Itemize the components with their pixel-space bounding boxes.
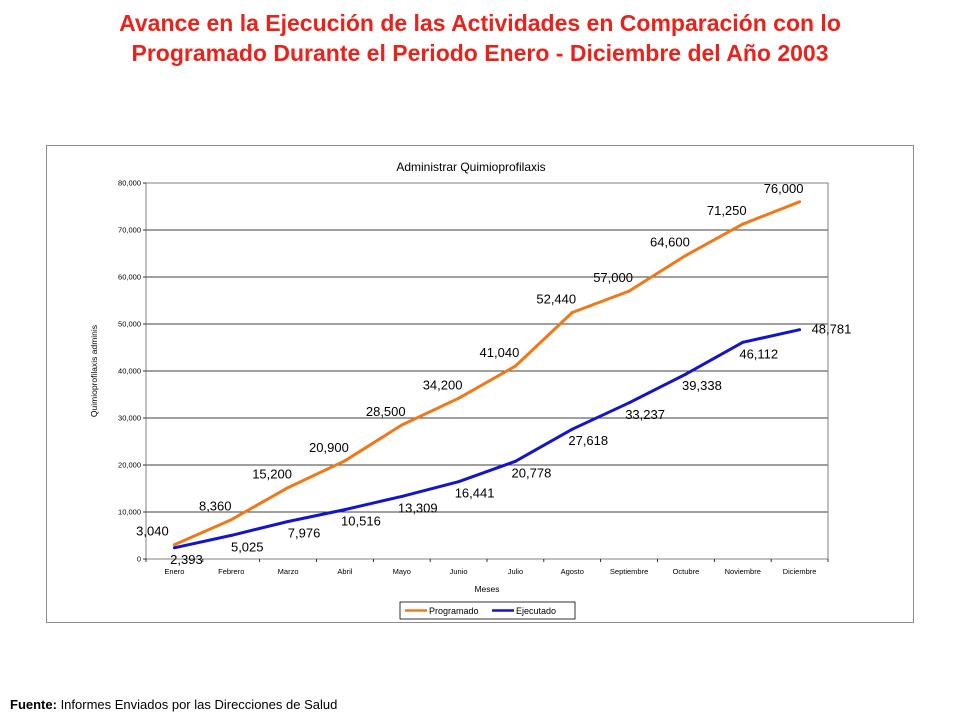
data-point-ejecutado: [798, 328, 802, 332]
data-point-programado: [400, 423, 404, 427]
data-point-programado: [286, 486, 290, 490]
y-tick-label: 10,000: [118, 508, 141, 517]
data-point-programado: [513, 364, 517, 368]
data-label-programado: 71,250: [707, 203, 747, 218]
data-point-programado: [627, 289, 631, 293]
y-tick-label: 30,000: [118, 414, 141, 423]
data-label-programado: 20,900: [309, 440, 349, 455]
series-lines: [172, 200, 802, 550]
x-tick-label: Enero: [164, 567, 184, 576]
data-point-ejecutado: [286, 520, 290, 524]
data-label-ejecutado: 39,338: [682, 378, 722, 393]
data-label-ejecutado: 13,309: [398, 500, 438, 515]
x-tick-label: Noviembre: [725, 567, 761, 576]
data-label-ejecutado: 2,393: [170, 552, 203, 567]
data-label-programado: 76,000: [764, 181, 804, 196]
data-label-ejecutado: 20,778: [512, 465, 552, 480]
data-label-programado: 57,000: [593, 270, 633, 285]
data-label-programado: 52,440: [536, 292, 576, 307]
data-label-ejecutado: 46,112: [739, 346, 778, 361]
chart-title: Administrar Quimioprofilaxis: [396, 160, 545, 174]
data-point-ejecutado: [229, 533, 233, 537]
data-point-programado: [798, 200, 802, 204]
gridlines: [146, 229, 828, 513]
data-point-programado: [229, 518, 233, 522]
data-label-programado: 8,360: [199, 499, 232, 514]
data-point-ejecutado: [513, 459, 517, 463]
x-tick-label: Abril: [337, 567, 352, 576]
y-tick-label: 20,000: [118, 461, 141, 470]
x-tick-label: Septiembre: [610, 567, 648, 576]
x-axis-title: Meses: [474, 584, 499, 594]
legend-label-programado: Programado: [429, 606, 479, 616]
data-point-programado: [741, 222, 745, 226]
data-label-programado: 15,200: [252, 467, 292, 482]
data-point-programado: [343, 459, 347, 463]
data-point-programado: [172, 543, 176, 547]
data-point-programado: [570, 311, 574, 315]
page-title-line-1: Avance en la Ejecución de las Actividade…: [119, 10, 841, 36]
y-tick-label: 60,000: [118, 273, 141, 282]
data-label-programado: 34,200: [423, 377, 463, 392]
source-text: Informes Enviados por las Direcciones de…: [56, 697, 338, 712]
data-point-ejecutado: [172, 546, 176, 550]
legend-label-ejecutado: Ejecutado: [516, 606, 556, 616]
data-point-ejecutado: [741, 340, 745, 344]
data-label-programado: 3,040: [136, 524, 169, 539]
x-tick-label: Julio: [508, 567, 523, 576]
y-tick-label: 50,000: [118, 320, 141, 329]
y-tick-label: 40,000: [118, 367, 141, 376]
y-tick-label: 80,000: [118, 179, 141, 188]
page-title-line-2: Programado Durante el Periodo Enero - Di…: [131, 40, 829, 66]
data-point-ejecutado: [570, 427, 574, 431]
data-label-ejecutado: 5,025: [231, 539, 264, 554]
source-label: Fuente:: [10, 697, 57, 712]
data-point-ejecutado: [627, 401, 631, 405]
x-tick-label: Febrero: [218, 567, 244, 576]
data-label-ejecutado: 48,781: [812, 322, 852, 337]
data-label-ejecutado: 16,441: [455, 486, 495, 501]
y-tick-label: 70,000: [118, 226, 141, 235]
x-tick-label: Marzo: [278, 567, 299, 576]
data-label-programado: 64,600: [650, 234, 690, 249]
data-label-ejecutado: 10,516: [341, 514, 381, 529]
legend: Programado Ejecutado: [399, 601, 576, 620]
data-labels: 3,040 8,360 15,200 20,900 28,500 34,200 41,040…: [136, 181, 851, 567]
x-tick-label: Mayo: [393, 567, 411, 576]
data-label-ejecutado: 33,237: [625, 407, 665, 422]
legend-box: [399, 601, 576, 620]
data-label-ejecutado: 27,618: [568, 433, 608, 448]
x-axis-ticks: Enero Febrero Marzo Abril Mayo Junio Julio Agos…: [145, 559, 829, 576]
line-chart: Administrar Quimioprofilaxis 0 10,000 20,0…: [89, 160, 851, 620]
y-axis-title: Quimioprofilaxis adminis: [89, 325, 99, 417]
source-note: Fuente: Informes Enviados por las Direcc…: [10, 697, 337, 712]
data-point-programado: [457, 396, 461, 400]
data-point-ejecutado: [457, 480, 461, 484]
y-axis-ticks: 0 10,000 20,000 30,000 40,000 50,000 60,000 70,…: [118, 179, 146, 564]
x-tick-label: Junio: [450, 567, 468, 576]
series-line-programado: [173, 200, 801, 547]
data-point-ejecutado: [400, 494, 404, 498]
data-point-ejecutado: [343, 508, 347, 512]
chart-frame: Administrar Quimioprofilaxis 0 10,000 20,0…: [46, 145, 914, 623]
data-point-programado: [684, 253, 688, 257]
data-point-ejecutado: [684, 372, 688, 376]
x-tick-label: Agosto: [561, 567, 584, 576]
x-tick-label: Octubre: [673, 567, 700, 576]
data-label-programado: 28,500: [366, 404, 406, 419]
data-label-ejecutado: 7,976: [288, 526, 321, 541]
y-tick-label: 0: [137, 555, 141, 564]
data-label-programado: 41,040: [480, 345, 520, 360]
series-line-ejecutado: [174, 328, 800, 550]
x-tick-label: Diciembre: [783, 567, 817, 576]
page-title: Avance en la Ejecución de las Actividade…: [0, 8, 960, 68]
